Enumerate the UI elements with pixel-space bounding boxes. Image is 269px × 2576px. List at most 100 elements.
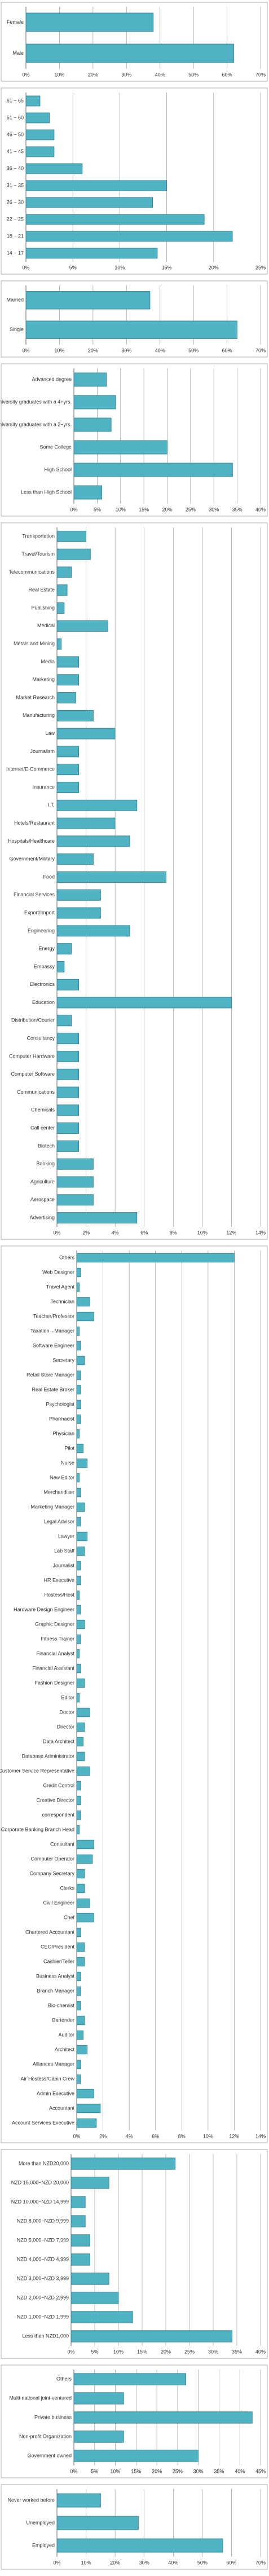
bar [73,485,103,500]
x-tick-label: 70% [255,347,266,353]
bar [56,1068,80,1080]
x-tick-label: 8% [170,1230,177,1235]
bar [73,2430,124,2443]
x-tick-label: 0% [73,2133,80,2139]
bar [76,1311,94,1322]
bar [25,180,167,191]
category-label: Employed [32,2542,55,2548]
bar [76,2001,81,2011]
bar [56,764,80,776]
category-label: 14 ~ 17 [7,250,24,256]
category-label: 22 ~ 25 [7,216,24,222]
category-label: Consultant [50,1841,75,1847]
x-tick-label: 70% [255,72,266,77]
category-label: Graphic Designer [35,1621,74,1627]
bar [70,2311,133,2323]
category-label: Agriculture [30,1179,55,1184]
category-label: Database Administrator [21,1753,74,1759]
category-label: Marketing Manager [30,1504,74,1509]
bar [25,112,50,124]
category-label: Pharmacist [49,1416,75,1421]
bar [56,1015,72,1027]
category-label: Secretary [52,1357,74,1363]
x-tick-label: 20% [110,2560,120,2565]
category-label: Hardware Design Engineer [14,1606,74,1612]
category-label: NZD 5,000~NZD 7,999 [17,2237,69,2243]
category-label: Account Services Executive [12,2120,74,2125]
bar [76,1663,81,1674]
x-tick-label: 45% [255,2468,266,2474]
category-label: Non-profit Organization [19,2433,72,2439]
bar [76,1458,88,1468]
category-label: Transportation [22,533,55,539]
x-tick-label: 5% [69,265,77,270]
bar [76,1282,80,1292]
x-tick-label: 35% [214,2468,224,2474]
bar [56,638,62,650]
x-tick-label: 10% [116,507,126,512]
bar [76,1502,85,1512]
bar [56,961,65,972]
bar [76,2030,84,2040]
bar [76,1487,81,1498]
bar [76,1957,85,1967]
x-tick-label: 30% [121,72,131,77]
bar [73,2392,124,2405]
category-label: Medical [37,623,55,628]
category-label: Chartered Accountant [25,1929,75,1935]
category-label: Never worked before [7,2497,55,2503]
bar [76,1927,81,1937]
category-label: Metals and Mining [14,641,55,646]
bar [76,1737,84,1747]
category-label: Travel Agent [46,1284,75,1289]
x-tick-label: 12% [226,1230,236,1235]
x-tick-label: 10% [203,2133,213,2139]
bar [70,2157,176,2170]
category-label: Less than High School [21,489,72,495]
category-label: Communications [17,1089,55,1095]
category-label: Technician [50,1298,74,1304]
category-label: Merchandiser [43,1489,74,1495]
bar [76,1531,88,1542]
category-label: CEO/President [41,1944,75,1949]
bar [73,440,167,455]
category-label: Fashion Designer [34,1680,74,1685]
category-label: Others [59,1254,75,1260]
category-label: Architect [55,2046,75,2052]
bar [76,2118,97,2128]
bar [56,2516,139,2530]
bar [76,2059,81,2069]
bar [56,997,232,1009]
category-label: Alliances Manager [33,2061,74,2067]
category-label: Others [56,2376,72,2381]
x-tick-label: 4% [112,1230,119,1235]
category-label: University graduates with a 4+yrs. [0,399,72,404]
bar [76,1399,81,1410]
bar [56,746,80,758]
category-label: 41 ~ 45 [7,148,24,154]
category-label: Married [6,297,24,303]
bar [56,1086,80,1098]
x-tick-label: 30% [193,2468,204,2474]
bar [56,1033,80,1045]
category-label: 61 ~ 65 [7,98,24,103]
category-label: Real Estate Broker [32,1386,74,1392]
x-tick-label: 10% [197,1230,208,1235]
category-label: Hotels/Restaurant [14,820,55,826]
bar [76,1869,85,1879]
x-tick-label: 30% [121,347,131,353]
x-tick-label: 10% [54,72,64,77]
x-tick-label: 10% [114,265,125,270]
category-label: Branch Manager [37,1988,74,1993]
x-tick-label: 20% [209,265,219,270]
bar [56,979,80,990]
bar [76,1854,93,1864]
bar [70,2196,86,2208]
x-tick-label: 25% [255,265,266,270]
bar [73,463,233,477]
x-tick-label: 50% [188,72,199,77]
category-label: Computer Operator [30,1856,74,1861]
x-tick-label: 50% [197,2560,208,2565]
x-tick-label: 0% [22,265,29,270]
